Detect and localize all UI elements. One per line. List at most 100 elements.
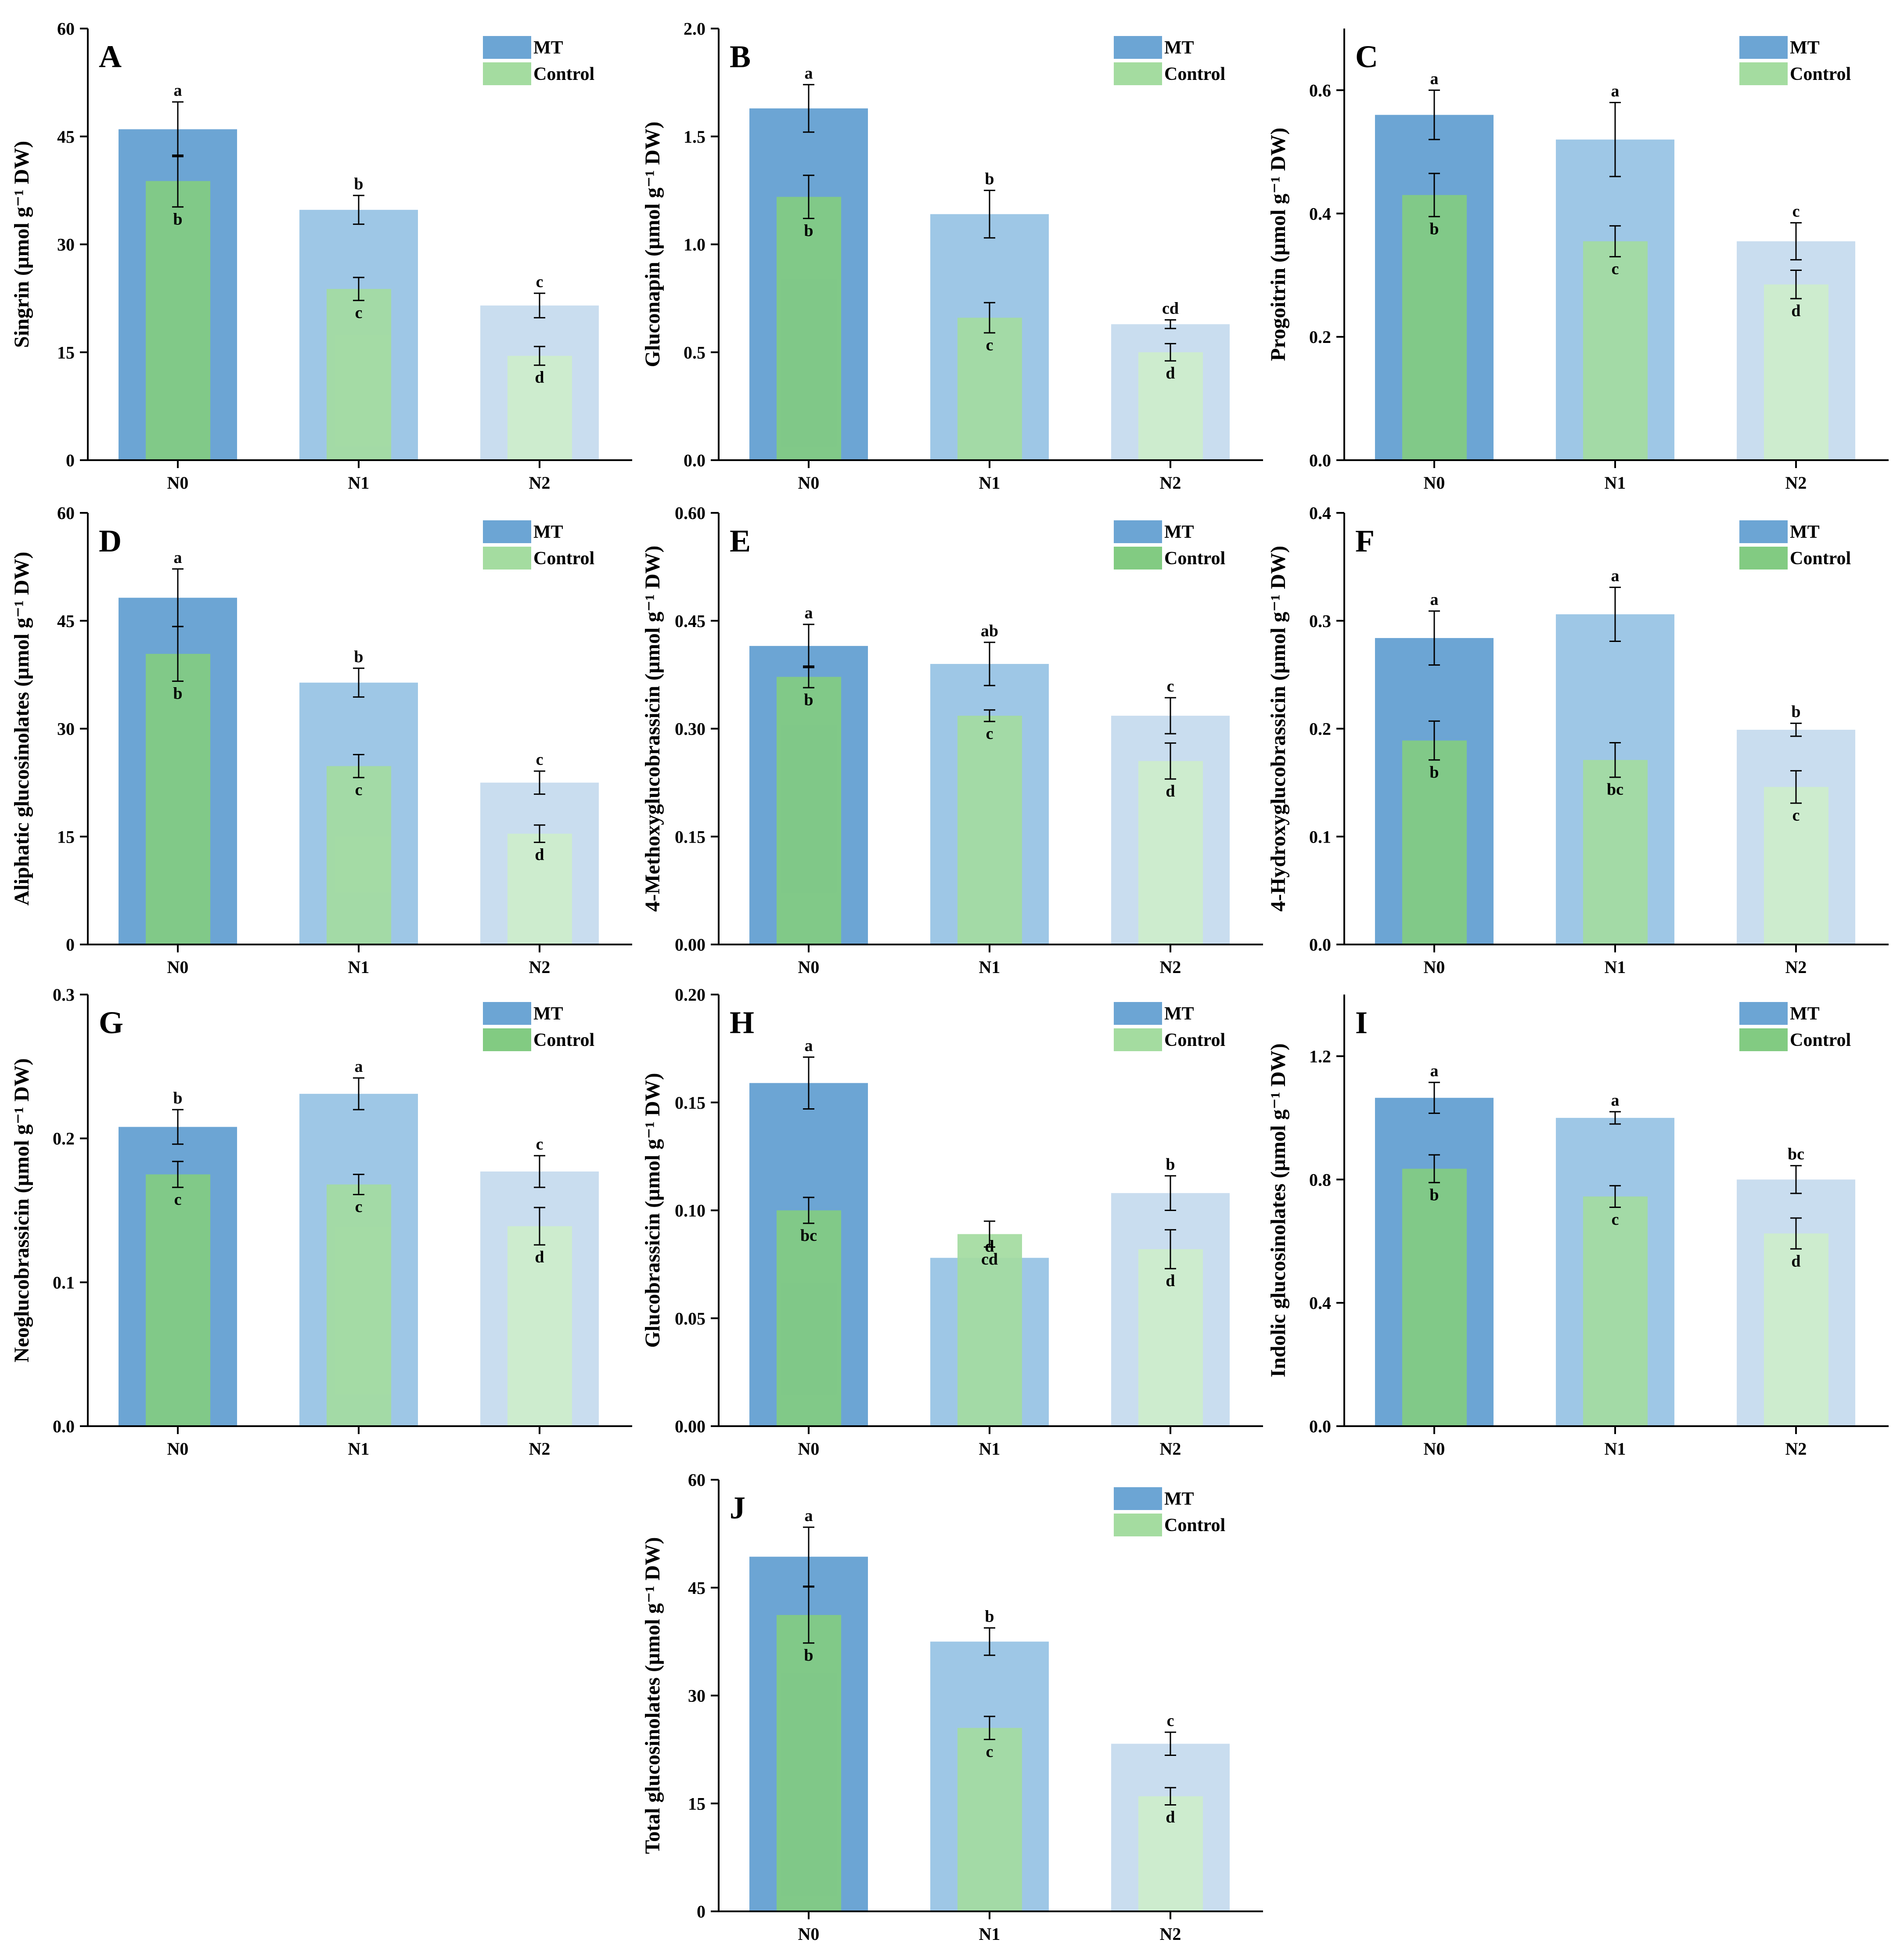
control-error-bar	[984, 1220, 995, 1248]
control-significance-letter: d	[535, 368, 544, 387]
mt-significance-letter: a	[805, 64, 813, 83]
control-bar	[1138, 1796, 1203, 1911]
legend-label-control: Control	[1164, 1515, 1225, 1535]
y-tick-label: 1.0	[684, 235, 705, 255]
y-axis-label: 4-Methoxyglucobrassicin (µmol g⁻¹ DW)	[641, 546, 664, 912]
control-error-bar	[984, 1716, 995, 1740]
x-tick-label: N1	[979, 1439, 1001, 1459]
control-bar	[777, 197, 841, 460]
y-tick-label: 0.0	[684, 451, 705, 470]
y-axis-label: Neoglucobrassicin (µmol g⁻¹ DW)	[10, 1058, 33, 1362]
mt-significance-letter: c	[536, 1135, 543, 1153]
x-tick-label: N2	[529, 1439, 551, 1459]
y-tick-label: 15	[57, 827, 75, 847]
legend-swatch-control	[1114, 1514, 1162, 1536]
panel-letter: G	[99, 1005, 123, 1040]
y-tick-label: 0.3	[1309, 611, 1331, 631]
control-significance-letter: cd	[981, 1250, 998, 1269]
control-error-bar	[353, 753, 364, 779]
control-significance-letter: b	[804, 691, 813, 709]
control-bar	[507, 833, 572, 944]
panel-b: a b b c cd d 0.0 0.5 1.0 1.5 2.0 N0 N1 N2 Gluconapin (…	[641, 19, 1263, 493]
x-tick-label: N2	[529, 473, 551, 493]
panel-letter: A	[99, 39, 122, 74]
y-axis-label: 4-Hydroxyglucobrassicin (µmol g⁻¹ DW)	[1267, 546, 1290, 912]
legend-label-control: Control	[533, 548, 594, 569]
mt-significance-letter: ab	[981, 622, 998, 640]
control-bar	[777, 1210, 841, 1426]
x-tick-label: N1	[1605, 473, 1626, 493]
mt-error-bar	[534, 292, 545, 319]
mt-significance-letter: c	[1167, 677, 1174, 696]
legend-label-control: Control	[1790, 1030, 1851, 1050]
mt-significance-letter: a	[174, 548, 182, 567]
legend-label-mt: MT	[1164, 38, 1194, 58]
mt-error-bar	[1609, 1111, 1621, 1125]
mt-error-bar	[1165, 1175, 1176, 1211]
mt-significance-letter: b	[985, 170, 994, 188]
control-significance-letter: c	[355, 1197, 363, 1216]
legend-swatch-mt	[1739, 1002, 1788, 1025]
control-significance-letter: d	[1166, 1272, 1175, 1290]
control-bar	[957, 1728, 1022, 1911]
control-significance-letter: b	[1429, 1186, 1439, 1204]
control-significance-letter: c	[986, 336, 993, 354]
y-tick-label: 0.2	[1309, 327, 1331, 347]
control-significance-letter: b	[804, 1646, 813, 1665]
mt-significance-letter: bc	[1788, 1145, 1804, 1164]
x-tick-label: N0	[798, 957, 820, 977]
x-tick-label: N1	[979, 473, 1001, 493]
panel-letter: D	[99, 523, 122, 559]
y-tick-label: 45	[57, 127, 75, 147]
control-bar	[327, 1184, 391, 1426]
y-axis-label: Glucobrassicin (µmol g⁻¹ DW)	[641, 1073, 664, 1348]
y-tick-label: 0.15	[675, 1093, 705, 1113]
x-tick-label: N2	[1160, 1924, 1181, 1944]
x-tick-label: N0	[1424, 473, 1445, 493]
mt-error-bar	[984, 1627, 995, 1656]
mt-error-bar	[1790, 722, 1802, 737]
legend-label-control: Control	[533, 64, 594, 84]
control-significance-letter: c	[355, 303, 363, 322]
y-tick-label: 1.5	[684, 127, 705, 147]
control-bar	[507, 356, 572, 460]
mt-significance-letter: c	[536, 750, 543, 769]
control-error-bar	[1429, 1154, 1440, 1183]
control-significance-letter: b	[1429, 763, 1439, 782]
x-tick-label: N1	[1605, 957, 1626, 977]
control-error-bar	[172, 1161, 184, 1188]
control-error-bar	[1165, 343, 1176, 362]
control-significance-letter: b	[173, 210, 182, 228]
control-error-bar	[1790, 269, 1802, 299]
mt-significance-letter: b	[173, 1089, 182, 1107]
legend-label-mt: MT	[533, 38, 563, 58]
panel-j: a b b c c d 0 15 30 45 60 N0 N1 N2 Total glucosinolate…	[641, 1470, 1263, 1944]
control-significance-letter: d	[1166, 364, 1175, 382]
control-significance-letter: c	[1612, 260, 1619, 278]
mt-error-bar	[1609, 102, 1621, 177]
legend-swatch-mt	[1114, 36, 1162, 59]
mt-significance-letter: b	[985, 1607, 994, 1626]
control-error-bar	[1609, 225, 1621, 258]
y-axis-label: Gluconapin (µmol g⁻¹ DW)	[641, 122, 664, 367]
legend-swatch-mt	[483, 1002, 531, 1025]
x-tick-label: N1	[348, 1439, 370, 1459]
mt-error-bar	[1165, 319, 1176, 329]
y-tick-label: 0.60	[675, 503, 705, 523]
y-tick-label: 0.0	[53, 1417, 75, 1436]
control-bar	[1583, 760, 1648, 944]
y-tick-label: 0.00	[675, 1417, 705, 1436]
y-tick-label: 0.5	[684, 342, 705, 362]
control-significance-letter: d	[1791, 302, 1800, 320]
y-tick-label: 30	[57, 235, 75, 255]
x-tick-label: N0	[167, 473, 189, 493]
control-significance-letter: b	[1429, 220, 1439, 238]
control-error-bar	[1165, 1229, 1176, 1269]
control-error-bar	[1790, 1217, 1802, 1250]
control-error-bar	[984, 302, 995, 334]
legend-label-control: Control	[1164, 548, 1225, 569]
y-tick-label: 0	[697, 1902, 705, 1921]
control-significance-letter: c	[1612, 1210, 1619, 1229]
control-bar	[1138, 761, 1203, 944]
